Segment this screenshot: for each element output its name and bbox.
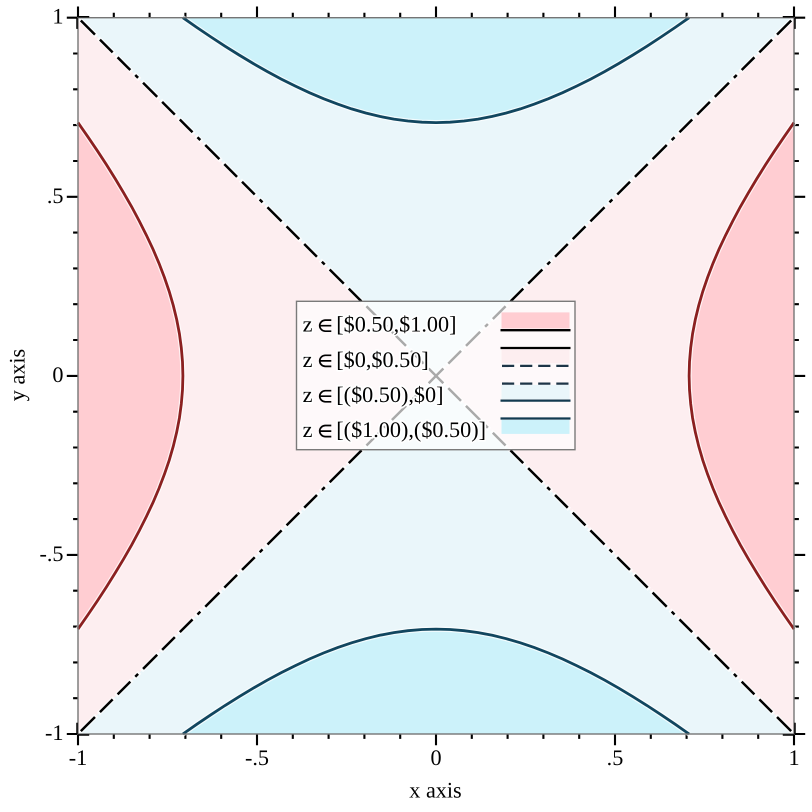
svg-text:z: z [303, 417, 313, 442]
svg-text:1: 1 [788, 745, 799, 770]
svg-text:-1: -1 [45, 720, 63, 745]
svg-text:z: z [303, 347, 313, 372]
svg-text:z: z [303, 312, 313, 337]
svg-text:-.5: -.5 [39, 541, 63, 566]
svg-text:0: 0 [52, 362, 63, 387]
svg-text:[$0.50,$1.00]: [$0.50,$1.00] [336, 312, 456, 337]
svg-text:[$0,$0.50]: [$0,$0.50] [336, 347, 428, 372]
svg-text:[($1.00),($0.50)]: [($1.00),($0.50)] [336, 417, 486, 442]
svg-text:.5: .5 [47, 183, 64, 208]
svg-text:-1: -1 [69, 745, 87, 770]
svg-text:x axis: x axis [409, 778, 461, 803]
svg-text:.5: .5 [607, 745, 624, 770]
svg-text:[($0.50),$0]: [($0.50),$0] [336, 382, 443, 407]
svg-text:z: z [303, 382, 313, 407]
svg-text:0: 0 [430, 745, 441, 770]
svg-text:y axis: y axis [5, 349, 30, 401]
svg-text:1: 1 [52, 4, 63, 29]
svg-text:-.5: -.5 [245, 745, 269, 770]
